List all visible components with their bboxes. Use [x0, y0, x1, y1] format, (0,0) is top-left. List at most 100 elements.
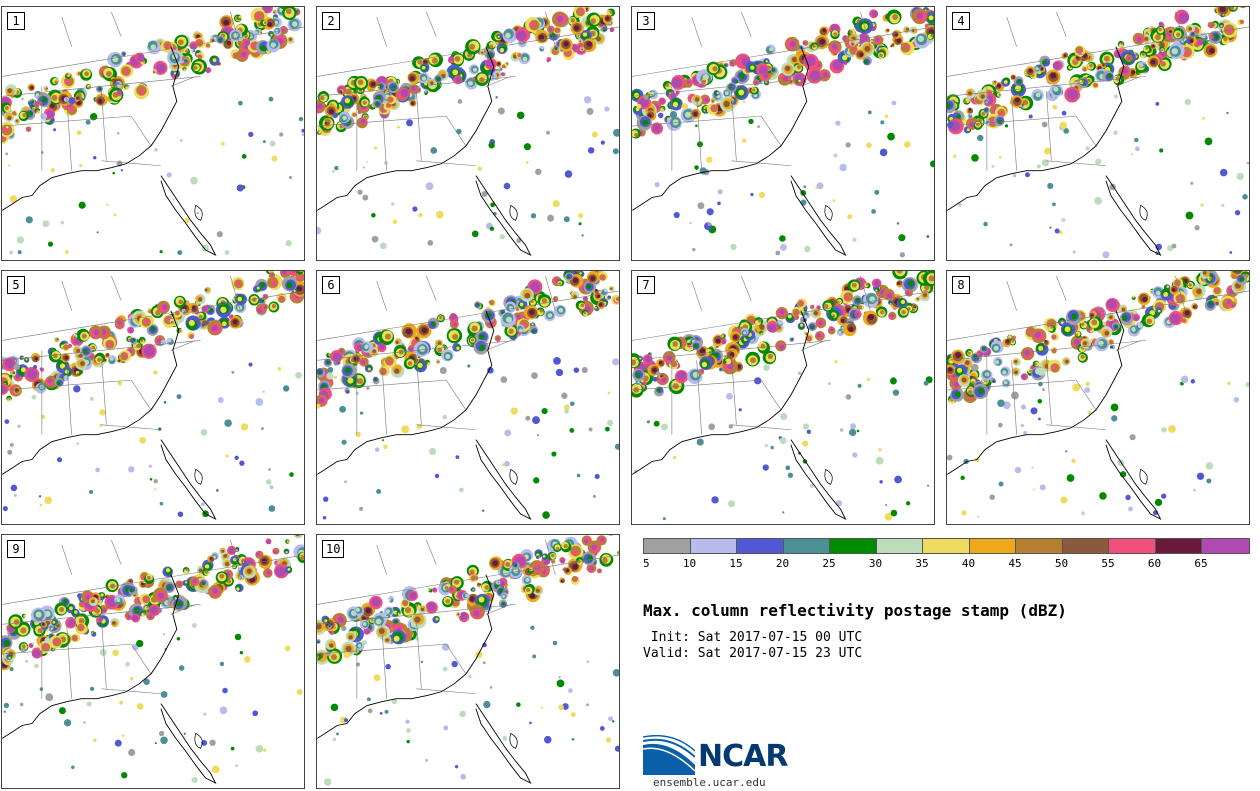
storm-cell: [832, 314, 835, 317]
storm-cell: [804, 245, 811, 253]
storm-cell: [261, 558, 268, 564]
storm-cell: [332, 170, 335, 173]
storm-cell: [1234, 271, 1242, 273]
storm-cell: [1002, 370, 1007, 375]
storm-cell: [113, 78, 115, 81]
storm-cell: [1150, 59, 1156, 65]
storm-cell: [1056, 63, 1061, 68]
storm-cell: [1080, 354, 1085, 359]
storm-cell: [52, 620, 56, 624]
storm-cell: [887, 28, 889, 31]
storm-cell: [1131, 70, 1136, 75]
storm-cell: [498, 67, 501, 70]
storm-cell: [655, 371, 661, 376]
storm-cell: [816, 333, 821, 338]
storm-cell: [542, 511, 550, 519]
storm-cell: [1071, 313, 1078, 320]
storm-cell: [257, 308, 262, 313]
storm-cell: [347, 390, 350, 394]
storm-cell: [458, 487, 464, 493]
storm-cell: [1022, 375, 1026, 379]
storm-cell: [1017, 79, 1022, 84]
storm-cell: [410, 101, 414, 105]
storm-cell: [530, 299, 534, 303]
storm-cell: [73, 385, 81, 393]
storm-cell: [733, 334, 738, 340]
storm-cell: [504, 429, 512, 437]
storm-cell: [1024, 349, 1030, 356]
storm-cell: [371, 212, 376, 218]
storm-cell: [1160, 61, 1166, 67]
storm-cell: [672, 341, 679, 347]
storm-cell: [16, 236, 25, 244]
storm-cell: [724, 91, 729, 96]
storm-cell: [831, 44, 838, 50]
storm-cell: [1184, 98, 1191, 106]
storm-cell: [1209, 47, 1215, 54]
storm-cell: [1219, 7, 1226, 13]
storm-cell: [327, 366, 334, 373]
storm-cell: [1085, 146, 1090, 151]
storm-cell: [429, 447, 437, 456]
storm-cell: [1205, 462, 1214, 470]
storm-cell: [4, 419, 10, 424]
storm-cells: [947, 7, 1249, 259]
storm-cell: [771, 68, 775, 71]
storm-cell: [1042, 60, 1047, 65]
storm-cell: [148, 464, 152, 468]
storm-cell: [1242, 194, 1248, 200]
storm-cell: [686, 80, 691, 84]
storm-cell: [1120, 42, 1124, 45]
storm-cell: [22, 616, 25, 619]
storm-cell: [971, 381, 975, 385]
storm-cell: [947, 121, 954, 129]
storm-cell: [834, 62, 840, 69]
storm-cell: [123, 53, 126, 56]
storm-cell: [695, 124, 698, 128]
storm-cell: [1035, 67, 1039, 71]
storm-cell: [217, 397, 224, 403]
storm-cell: [723, 360, 727, 364]
storm-cell: [439, 367, 447, 374]
storm-cell: [64, 78, 70, 85]
storm-cell: [1089, 63, 1093, 68]
storm-cell: [240, 423, 249, 431]
storm-cell: [609, 10, 613, 14]
storm-cell: [1110, 403, 1119, 412]
storm-cell: [1102, 64, 1105, 66]
storm-cell: [35, 93, 40, 97]
storm-cell: [417, 362, 423, 368]
storm-cell: [530, 213, 537, 219]
lake-okeechobee: [194, 204, 203, 221]
storm-cell: [917, 297, 920, 300]
storm-cell: [164, 44, 170, 49]
storm-cell: [588, 427, 593, 432]
storm-cell: [633, 92, 640, 98]
storm-cell: [357, 378, 364, 385]
storm-cell: [1169, 30, 1172, 33]
storm-cell: [136, 343, 141, 349]
storm-cell: [928, 275, 934, 282]
storm-cell: [177, 511, 184, 518]
panel-number-label: 4: [952, 12, 970, 30]
storm-cell: [879, 53, 883, 58]
storm-cell: [1037, 398, 1043, 404]
storm-cell: [328, 108, 335, 115]
storm-cell: [860, 36, 866, 42]
storm-cell: [600, 140, 605, 145]
storm-cell: [78, 618, 85, 624]
storm-cell: [696, 438, 704, 446]
storm-cell: [505, 32, 511, 39]
storm-cell: [878, 448, 882, 452]
storm-cell: [519, 328, 523, 332]
storm-cell: [198, 297, 203, 302]
storm-cell: [371, 235, 379, 243]
storm-cell: [653, 420, 660, 427]
storm-cell: [1135, 146, 1140, 152]
storm-cell: [896, 271, 903, 274]
storm-cell: [701, 361, 708, 368]
ensemble-member-panel: 8: [946, 270, 1250, 525]
storm-cell: [1140, 63, 1144, 67]
storm-cell: [256, 286, 260, 290]
storm-cell: [383, 444, 388, 449]
